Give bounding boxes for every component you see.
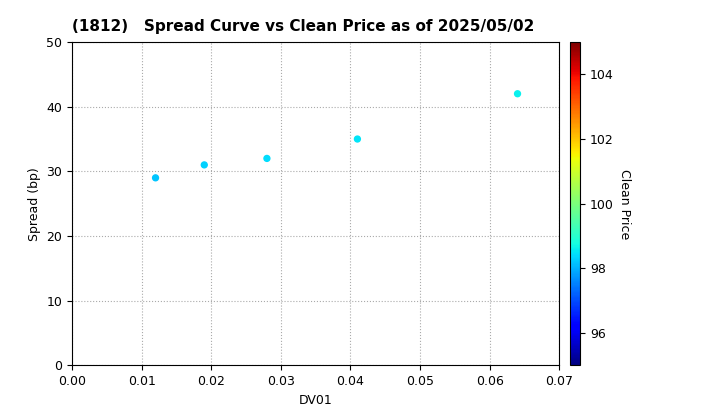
Y-axis label: Spread (bp): Spread (bp) [28, 167, 41, 241]
Text: (1812)   Spread Curve vs Clean Price as of 2025/05/02: (1812) Spread Curve vs Clean Price as of… [72, 19, 534, 34]
X-axis label: DV01: DV01 [299, 394, 333, 407]
Y-axis label: Clean Price: Clean Price [618, 168, 631, 239]
Point [199, 162, 210, 168]
Point [261, 155, 273, 162]
Point [512, 90, 523, 97]
Point [351, 136, 363, 142]
Point [150, 174, 161, 181]
